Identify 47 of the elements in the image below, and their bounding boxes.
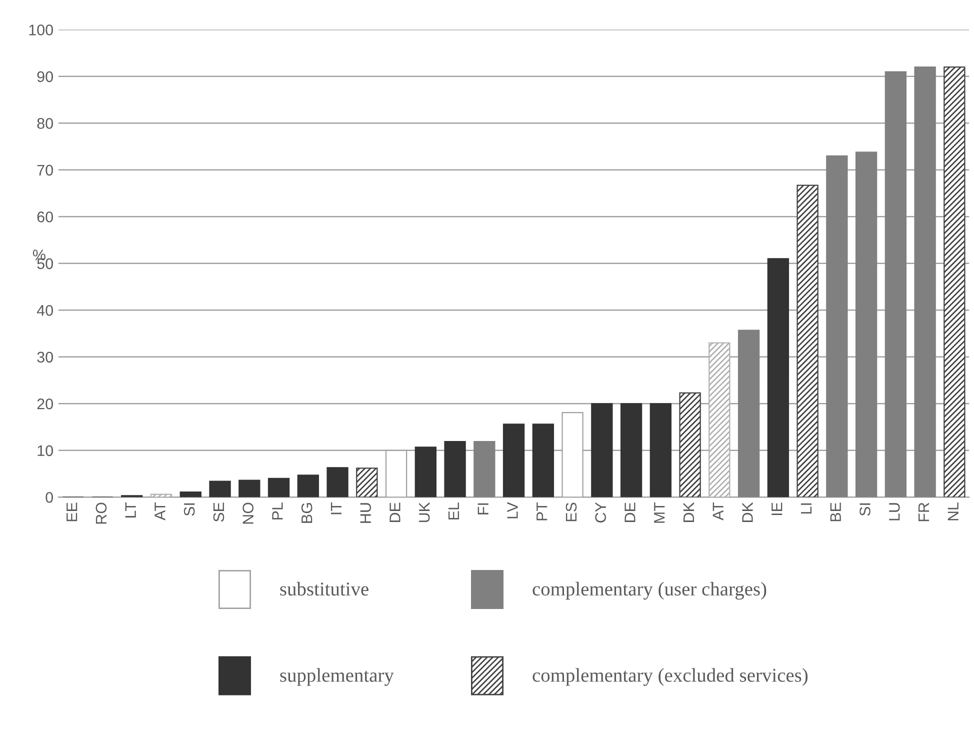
y-tick-label: 40 — [36, 305, 53, 316]
y-tick-label: 30 — [37, 352, 53, 363]
x-tick-label: RO — [96, 502, 107, 524]
y-tick-label: 60 — [37, 212, 53, 222]
x-tick-label: EE — [66, 502, 78, 522]
x-tick-label: LT — [125, 502, 136, 518]
x-tick-label: SE — [213, 502, 224, 522]
y-tick-label: 90 — [37, 71, 53, 82]
x-tick-label: DK — [742, 502, 753, 522]
x-tick-label: FR — [918, 502, 930, 522]
x-tick-label: DE — [624, 502, 636, 522]
x-tick-label: LI — [800, 503, 812, 514]
x-tick-label: ES — [566, 502, 577, 522]
x-tick-label: BG — [301, 503, 312, 523]
x-tick-label: LU — [889, 503, 900, 520]
x-tick-label: NL — [948, 502, 958, 520]
x-tick-label: IT — [330, 502, 342, 514]
y-tick-label: 50 — [37, 258, 53, 270]
y-tick-label: 20 — [37, 398, 53, 410]
legend-label: complementary (user charges) — [532, 582, 766, 600]
x-tick-label: UK — [419, 502, 430, 522]
x-tick-label: DE — [390, 502, 400, 522]
x-tick-label: MT — [654, 502, 665, 523]
y-tick-label: 10 — [38, 445, 53, 456]
legend-label: complementary (excluded services) — [532, 668, 808, 686]
y-axis-title: % — [32, 250, 46, 260]
x-tick-label: EL — [448, 502, 459, 520]
y-tick-label: 80 — [37, 118, 53, 129]
x-tick-label: AT — [154, 502, 166, 520]
x-tick-label: PT — [536, 502, 548, 520]
x-tick-label: PL — [272, 502, 283, 520]
x-tick-label: IE — [772, 502, 782, 516]
y-tick-label: 100 — [29, 24, 53, 36]
x-tick-label: AT — [712, 502, 724, 520]
y-tick-label: 0 — [46, 492, 53, 503]
x-tick-label: LV — [507, 502, 518, 518]
legend-label: supplementary — [280, 668, 394, 686]
legend-label: substitutive — [280, 582, 368, 596]
x-tick-label: DK — [683, 502, 694, 522]
x-tick-label: NO — [242, 502, 254, 524]
y-tick-label: 70 — [37, 164, 53, 176]
x-tick-label: CY — [595, 502, 606, 522]
x-tick-label: BE — [830, 502, 841, 522]
x-tick-label: HU — [360, 503, 371, 523]
x-tick-label: SI — [860, 503, 870, 516]
x-tick-label: SI — [184, 503, 195, 516]
x-tick-label: FI — [478, 503, 488, 514]
